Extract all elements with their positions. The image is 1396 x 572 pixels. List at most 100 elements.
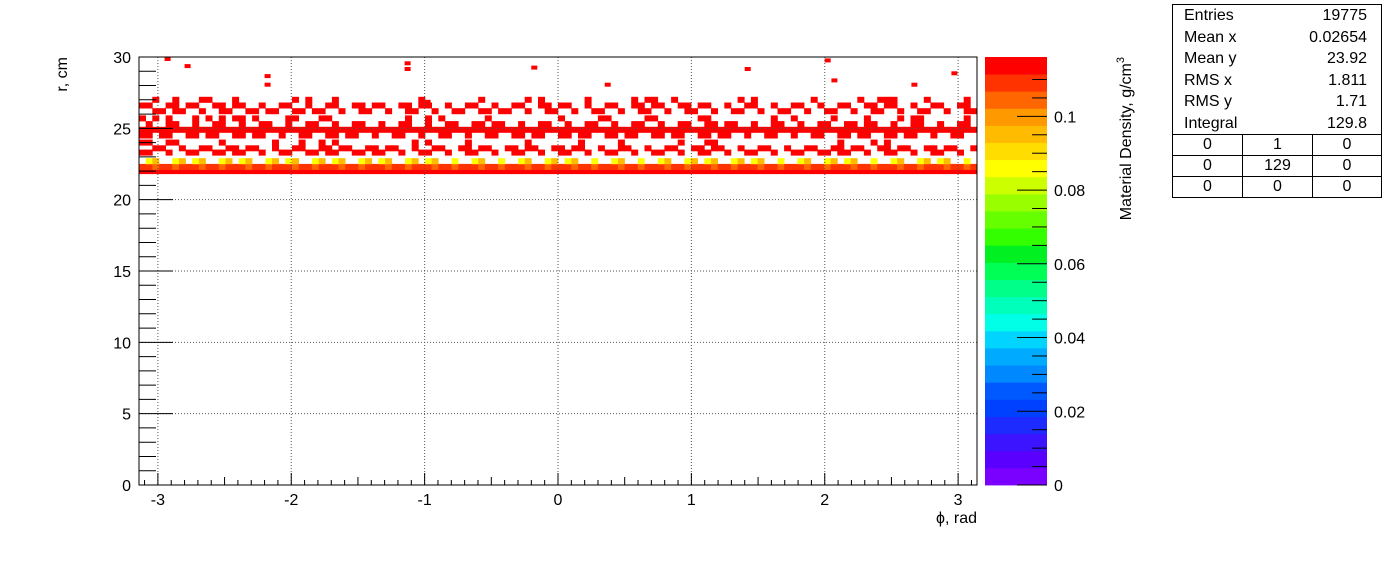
heatmap-cell	[551, 108, 559, 115]
heatmap-cell	[544, 163, 552, 170]
heatmap-cell	[657, 163, 665, 170]
heatmap-cell	[844, 126, 851, 133]
heatmap-cell	[824, 121, 831, 128]
heatmap-cell	[950, 132, 958, 139]
heatmap-cell	[950, 126, 958, 133]
heatmap-cell	[691, 126, 698, 133]
heatmap-cell	[139, 102, 146, 109]
heatmap-cell	[265, 121, 273, 128]
heatmap-cell	[444, 102, 452, 109]
heatmap-cell	[471, 149, 479, 156]
heatmap-cell	[311, 168, 319, 175]
heatmap-cell	[238, 132, 246, 139]
heatmap-cell	[883, 149, 891, 156]
heatmap-cell	[850, 126, 858, 133]
heatmap-cell	[159, 168, 166, 175]
heatmap-cell	[957, 132, 964, 139]
heatmap-cell	[438, 132, 446, 139]
heatmap-cell	[538, 96, 545, 103]
heatmap-cell	[830, 108, 838, 115]
heatmap-cell	[677, 132, 685, 139]
heatmap-cell	[644, 126, 652, 133]
heatmap-cell	[937, 149, 945, 156]
heatmap-cell	[863, 168, 871, 175]
heatmap-cell	[198, 126, 206, 133]
heatmap-cell	[757, 158, 765, 165]
heatmap-cell	[770, 168, 778, 175]
heatmap-cell	[704, 149, 712, 156]
heatmap-cell	[238, 149, 246, 156]
heatmap-cell	[504, 168, 512, 175]
heatmap-cell	[877, 145, 885, 152]
heatmap-cell	[584, 132, 592, 139]
heatmap-cell	[903, 126, 911, 133]
heatmap-cell	[597, 115, 605, 122]
heatmap-cell	[478, 121, 486, 128]
heatmap-cell	[824, 58, 831, 63]
heatmap-cell	[431, 168, 439, 175]
heatmap-cell	[571, 145, 579, 152]
heatmap-cell	[564, 132, 572, 139]
heatmap-cell	[578, 126, 585, 133]
heatmap-cell	[405, 121, 412, 128]
heatmap-cell	[804, 158, 812, 165]
heatmap-cell	[850, 145, 858, 152]
heatmap-cell	[664, 158, 672, 165]
heatmap-cell	[385, 158, 393, 165]
heatmap-cell	[877, 168, 885, 175]
heatmap-cell	[425, 158, 432, 165]
heatmap-cell	[425, 102, 432, 109]
heatmap-cell	[824, 108, 831, 115]
heatmap-cell	[232, 145, 240, 152]
heatmap-cell	[205, 115, 213, 122]
heatmap-cell	[597, 145, 605, 152]
heatmap-cell	[611, 102, 619, 109]
heatmap-cell	[331, 121, 339, 128]
heatmap-cell	[684, 108, 692, 115]
heatmap-cell	[305, 132, 313, 139]
heatmap-cell	[757, 108, 765, 115]
palette-swatch	[985, 279, 1047, 298]
color-palette	[985, 57, 1047, 486]
heatmap-cell	[564, 121, 572, 128]
heatmap-cell	[298, 168, 306, 175]
heatmap-cell	[252, 132, 260, 139]
heatmap-cell	[797, 126, 805, 133]
heatmap-cell	[232, 126, 240, 133]
heatmap-cell	[724, 126, 732, 133]
heatmap-cell	[425, 168, 432, 175]
heatmap-cell	[305, 163, 313, 170]
heatmap-cell	[198, 96, 206, 103]
heatmap-cell	[797, 163, 805, 170]
heatmap-cell	[405, 126, 412, 133]
heatmap-cell	[730, 121, 738, 128]
heatmap-cell	[883, 168, 891, 175]
heatmap-cell	[657, 168, 665, 175]
heatmap-cell	[418, 132, 426, 139]
heatmap-cell	[963, 158, 971, 165]
heatmap-cell	[398, 126, 406, 133]
heatmap-cell	[484, 168, 492, 175]
heatmap-cell	[438, 168, 446, 175]
heatmap-cell	[810, 163, 818, 170]
heatmap-cell	[285, 158, 293, 165]
heatmap-cell	[538, 102, 545, 109]
heatmap-cell	[890, 149, 898, 156]
heatmap-cell	[724, 149, 732, 156]
palette-swatch	[985, 91, 1047, 109]
heatmap-cell	[604, 115, 612, 122]
heatmap-cell	[311, 149, 319, 156]
heatmap-cell	[910, 126, 918, 133]
heatmap-cell	[937, 126, 945, 133]
heatmap-cell	[711, 168, 718, 175]
heatmap-cell	[657, 158, 665, 165]
heatmap-cell	[538, 149, 545, 156]
heatmap-cell	[238, 168, 246, 175]
heatmap-cell	[963, 96, 971, 103]
heatmap-cell	[345, 145, 353, 152]
heatmap-cell	[338, 158, 346, 165]
heatmap-cell	[784, 145, 792, 152]
heatmap-cell	[724, 168, 732, 175]
heatmap-cell	[425, 149, 432, 156]
